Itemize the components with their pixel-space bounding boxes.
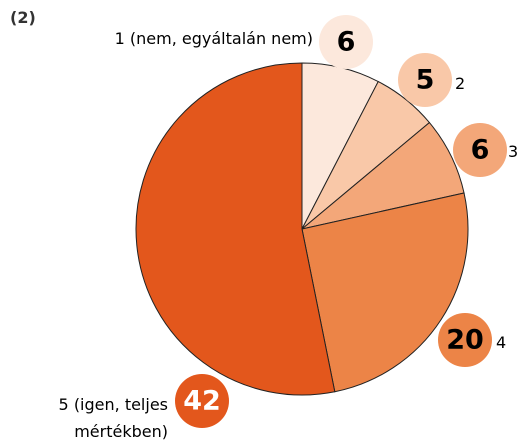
value-bubble bbox=[175, 374, 229, 428]
data-label: 5 bbox=[416, 65, 435, 96]
pie-slice bbox=[301, 192, 469, 393]
pie-slice bbox=[135, 62, 336, 396]
data-label: 6 bbox=[337, 27, 356, 58]
value-bubble bbox=[319, 15, 373, 69]
data-label: 20 bbox=[446, 325, 484, 356]
chart-title: (2) bbox=[10, 8, 36, 27]
value-bubble bbox=[453, 123, 507, 177]
category-label: 3 bbox=[508, 142, 519, 161]
data-label: 42 bbox=[183, 386, 221, 417]
value-bubble bbox=[398, 53, 452, 107]
category-label: 2 bbox=[455, 74, 466, 93]
category-label: 5 (igen, teljes mértékben) bbox=[58, 395, 168, 441]
data-label: 6 bbox=[471, 135, 490, 166]
category-label: 4 bbox=[496, 333, 507, 352]
value-bubble bbox=[438, 313, 492, 367]
category-label: 1 (nem, egyáltalán nem) bbox=[114, 29, 313, 48]
